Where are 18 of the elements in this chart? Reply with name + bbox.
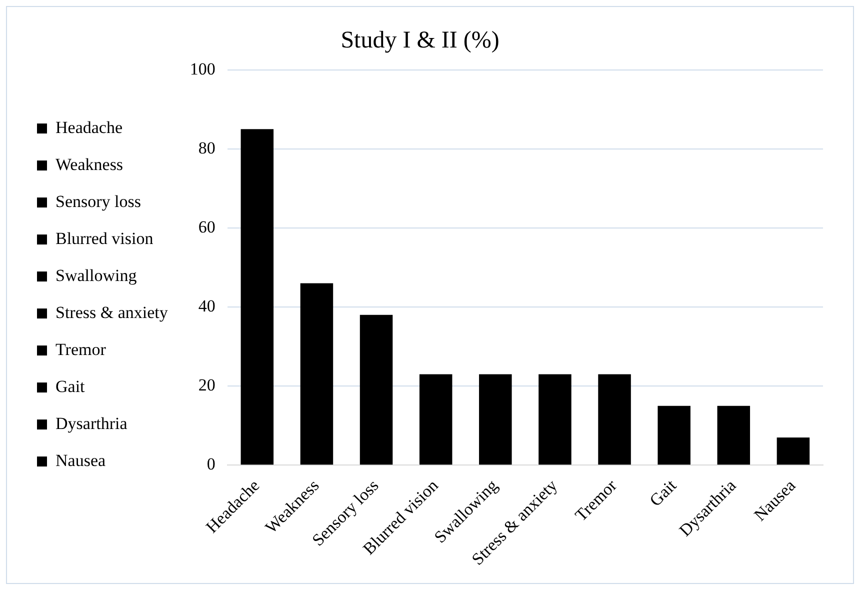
x-tick-label: Gait [646, 476, 680, 510]
y-tick-label: 80 [198, 138, 216, 158]
chart-title: Study I & II (%) [340, 28, 500, 54]
y-tick-label: 20 [198, 376, 216, 395]
legend-label: Nausea [56, 450, 106, 470]
legend-label: Gait [56, 376, 86, 396]
legend-label: Weakness [56, 154, 124, 174]
legend-label: Dysarthria [56, 414, 128, 433]
y-tick-label: 40 [198, 296, 216, 316]
legend-label: Headache [56, 118, 123, 137]
y-tick-label: 60 [198, 217, 216, 236]
legend-label: Stress & anxiety [56, 302, 168, 322]
y-tick-label: 100 [190, 59, 216, 78]
legend-label: Swallowing [56, 266, 138, 285]
legend-label: Sensory loss [56, 192, 141, 211]
legend-label: Tremor [56, 340, 106, 359]
legend-label: Blurred vision [56, 228, 154, 248]
y-tick-label: 0 [206, 454, 216, 474]
